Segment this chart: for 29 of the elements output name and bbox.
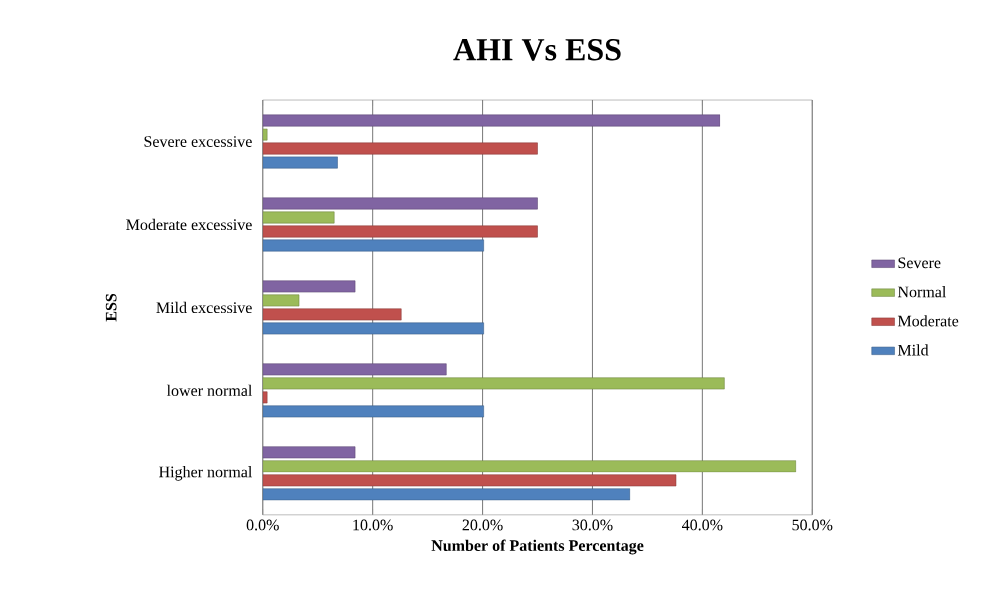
y-axis-title: ESS <box>105 294 117 322</box>
bar <box>262 377 725 390</box>
x-tick-label: 30.0% <box>572 519 613 531</box>
y-tick-label: Higher normal <box>159 466 253 481</box>
bar <box>262 280 356 293</box>
x-tick-label: 20.0% <box>462 519 503 531</box>
bar <box>262 128 268 141</box>
legend-label: Normal <box>897 286 947 298</box>
legend-label: Severe <box>898 257 941 269</box>
y-tick-label: lower normal <box>166 385 253 397</box>
legend-label: Mild <box>897 344 929 356</box>
bar <box>262 197 538 210</box>
x-tick-label: 50.0% <box>792 519 833 531</box>
chart-title: AHI Vs ESS <box>453 39 621 61</box>
bar <box>262 294 300 307</box>
x-axis-title: Number of Patients Percentage <box>431 539 644 555</box>
x-tick-label: 40.0% <box>682 519 723 531</box>
bar <box>262 114 721 127</box>
legend-label: Moderate <box>897 315 959 327</box>
bar <box>262 363 447 376</box>
y-tick-label: Moderate excessive <box>126 219 252 231</box>
y-tick-label: Mild excessive <box>156 302 252 314</box>
bar <box>262 211 335 224</box>
x-tick-label: 0.0% <box>246 519 279 531</box>
bar <box>262 460 797 473</box>
bar <box>262 446 356 459</box>
bar <box>262 239 484 252</box>
y-tick-label: Severe excessive <box>144 136 252 148</box>
x-tick-label: 10.0% <box>353 519 393 531</box>
